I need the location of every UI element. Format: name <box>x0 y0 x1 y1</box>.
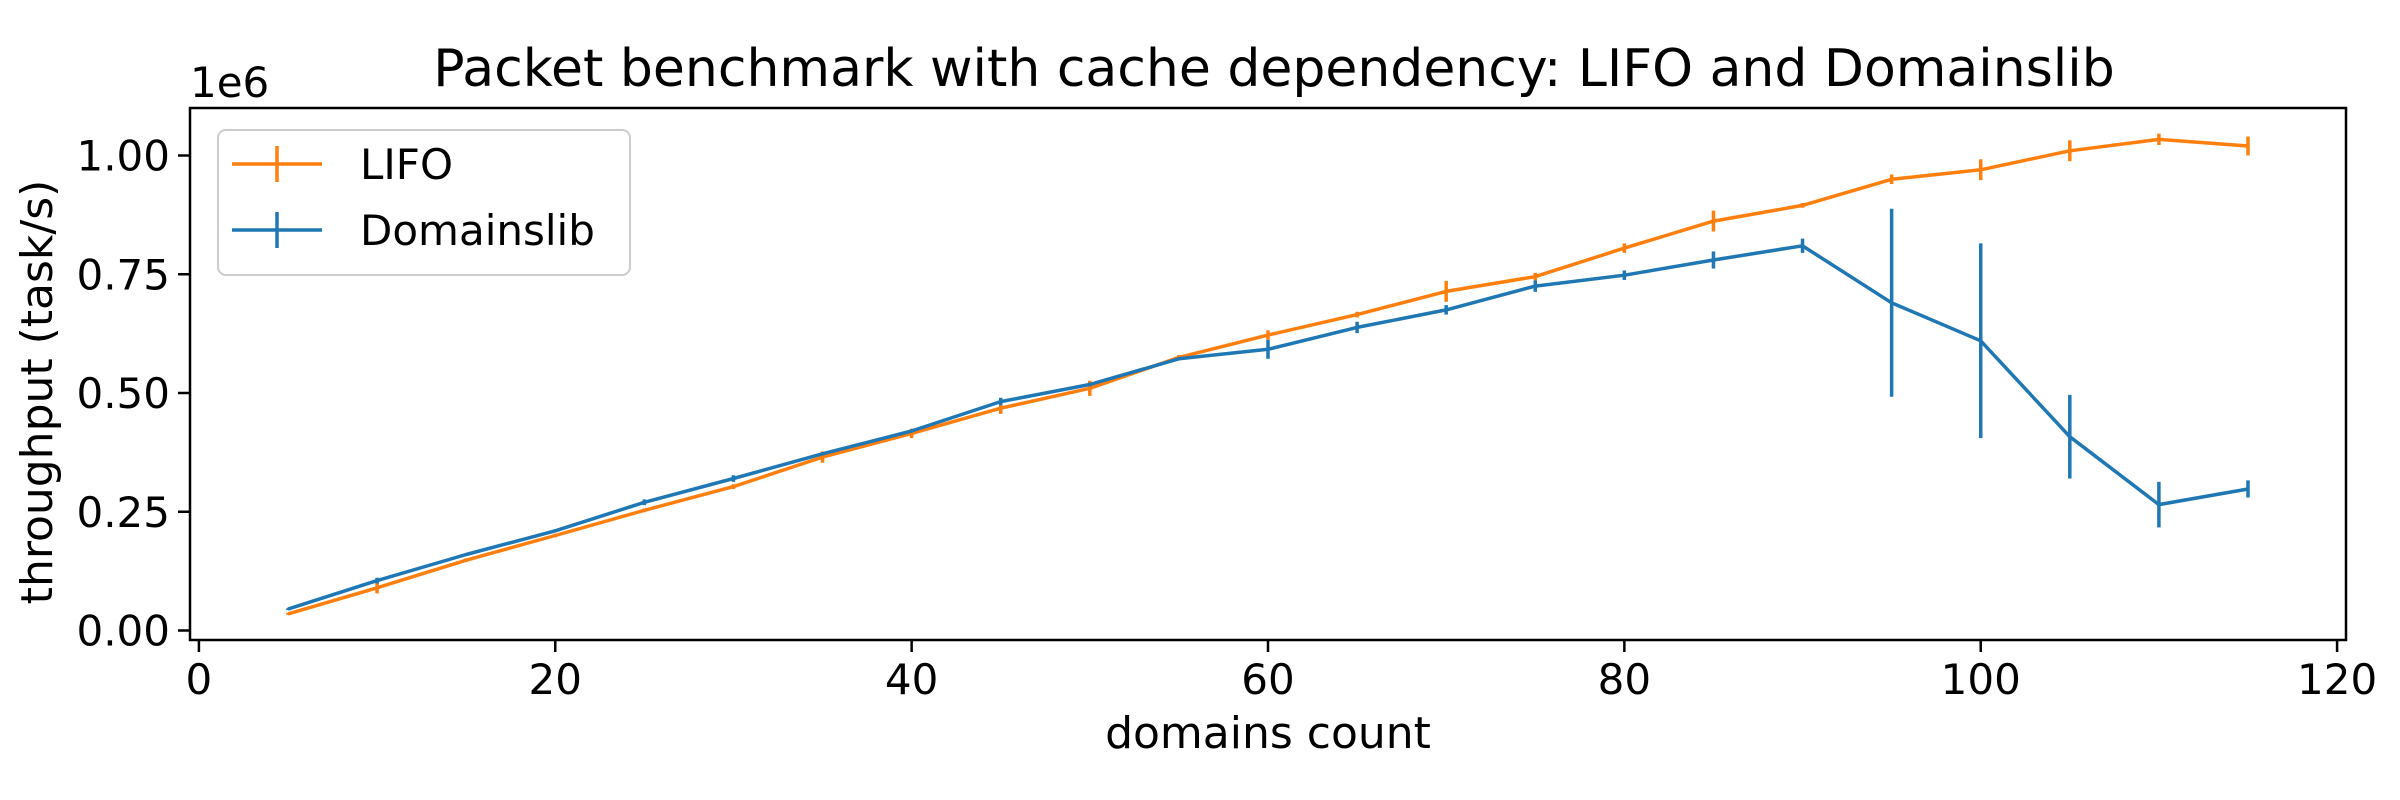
chart-title: Packet benchmark with cache dependency: … <box>433 39 2114 99</box>
legend-lifo-label: LIFO <box>360 140 453 189</box>
legend-domainslib-label: Domainslib <box>360 206 595 255</box>
plot-area <box>286 133 2250 616</box>
x-tick-label: 0 <box>186 655 213 704</box>
x-tick-label: 60 <box>1241 655 1294 704</box>
axis-ticks: 0 20 40 60 80 100 120 0.00 0.25 0.50 0.75 1.00 <box>76 132 2377 705</box>
series-line-domainslib <box>287 244 2249 611</box>
y-tick-label: 0.00 <box>76 607 170 656</box>
axes-frame <box>188 106 2348 642</box>
y-tick-label: 0.50 <box>76 369 170 418</box>
y-tick-label: 0.75 <box>76 250 170 299</box>
y-axis-label: throughput (task/s) <box>12 180 63 605</box>
x-tick-label: 80 <box>1598 655 1651 704</box>
y-tick-label: 0.25 <box>76 488 170 537</box>
y-scale-label: 1e6 <box>190 58 269 107</box>
x-tick-label: 40 <box>885 655 938 704</box>
x-tick-label: 100 <box>1941 655 2021 704</box>
legend: LIFO Domainslib <box>217 129 631 276</box>
legend-box <box>217 129 631 276</box>
x-axis-label: domains count <box>1105 708 1431 759</box>
x-tick-label: 20 <box>529 655 582 704</box>
y-tick-label: 1.00 <box>76 132 170 181</box>
x-tick-label: 120 <box>2297 655 2377 704</box>
